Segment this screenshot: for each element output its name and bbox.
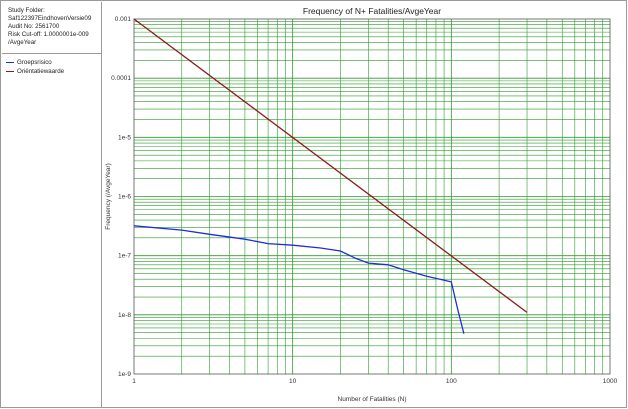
x-axis-label: Number of Fatalities (N) bbox=[338, 396, 407, 403]
series-line-groepsrisico bbox=[133, 225, 465, 334]
y-tick-label: 1e-8 bbox=[118, 312, 131, 319]
legend-label: Groepsrisico bbox=[17, 59, 52, 66]
x-tick-label: 10 bbox=[289, 378, 297, 385]
legend-swatch bbox=[6, 62, 14, 63]
study-info-line: Risk Cut-off: 1.0000001e-009 bbox=[8, 31, 89, 38]
y-tick-label: 0.001 bbox=[115, 16, 132, 23]
legend-divider bbox=[2, 53, 101, 54]
study-info-line: Saf122397EindhovenVersie09 bbox=[8, 15, 92, 22]
legend-swatch bbox=[6, 71, 14, 72]
plot-area: 1e-9 1e-8 1e-7 1e-6 1e-5 0.0001 0.001 1 10 100 100… bbox=[102, 2, 626, 407]
study-info: Study Folder: Saf122397EindhovenVersie09… bbox=[8, 7, 102, 47]
plot-frame bbox=[133, 18, 611, 375]
x-tick-label: 1000 bbox=[603, 378, 618, 385]
x-tick-label: 100 bbox=[446, 378, 457, 385]
y-tick-label: 1e-9 bbox=[118, 371, 131, 378]
y-tick-label: 1e-7 bbox=[118, 253, 131, 260]
fn-curve-chart: 1e-9 1e-8 1e-7 1e-6 1e-5 0.0001 0.001 1 10 100 100… bbox=[105, 6, 618, 403]
x-tick-label: 1 bbox=[132, 378, 136, 385]
y-tick-label: 1e-6 bbox=[118, 194, 131, 201]
legend-label: Oriëntatiewaarde bbox=[17, 68, 65, 75]
study-info-line: Study Folder: bbox=[8, 7, 45, 14]
chart-title: Frequency of N+ Fatalities/AvgeYear bbox=[303, 6, 441, 16]
legend-item-orientatiewaarde[interactable]: Oriëntatiewaarde bbox=[6, 67, 100, 76]
study-info-line: /AvgeYear bbox=[8, 39, 37, 46]
side-panel: Study Folder: Saf122397EindhovenVersie09… bbox=[2, 2, 102, 407]
legend: Groepsrisico Oriëntatiewaarde bbox=[6, 58, 100, 76]
study-info-line: Audit No: 2561700 bbox=[8, 23, 60, 30]
y-tick-label: 1e-5 bbox=[118, 134, 131, 141]
y-tick-label: 0.0001 bbox=[111, 75, 131, 82]
y-axis-label: Frequency (/AvgeYear) bbox=[105, 163, 112, 229]
legend-item-groepsrisico[interactable]: Groepsrisico bbox=[6, 58, 100, 67]
series-line-orientatiewaarde bbox=[133, 18, 528, 313]
